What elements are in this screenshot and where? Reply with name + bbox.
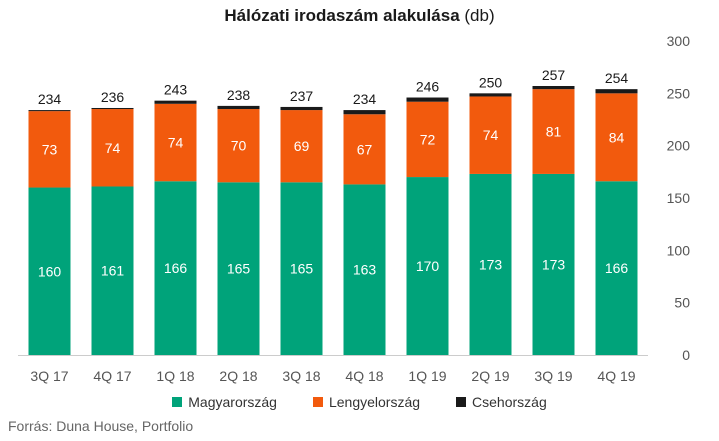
segment-value-label: 84 xyxy=(609,129,625,145)
bar-segment-cz xyxy=(343,110,386,115)
segment-value-label: 163 xyxy=(353,262,377,278)
segment-value-label: 69 xyxy=(294,138,310,154)
axis-layer: 3Q 17 4Q 17 1Q 18 2Q 18 3Q 18 4Q 18 1Q 19 2Q 19… xyxy=(18,33,690,384)
bar-segment-pl xyxy=(532,89,575,174)
total-value-label: 257 xyxy=(542,67,566,83)
x-tick-label: 3Q 19 xyxy=(534,368,572,384)
bar-segment-hu xyxy=(532,173,575,355)
y-tick-label: 50 xyxy=(674,295,690,311)
total-value-label: 234 xyxy=(353,91,377,107)
bar-segment-hu xyxy=(469,173,512,355)
x-tick-label: 4Q 17 xyxy=(93,368,131,384)
total-value-label: 234 xyxy=(38,91,62,107)
x-tick-label: 3Q 18 xyxy=(282,368,320,384)
segment-value-label: 160 xyxy=(38,263,62,279)
segment-value-label: 166 xyxy=(164,260,188,276)
bar-segment-pl xyxy=(91,109,134,187)
segment-value-label: 173 xyxy=(479,256,503,272)
y-tick-label: 0 xyxy=(682,347,690,363)
legend-label: Lengyelország xyxy=(328,394,421,410)
y-tick-label: 150 xyxy=(667,190,691,206)
segment-value-label: 74 xyxy=(105,140,121,156)
bar-segment-cz xyxy=(280,106,323,111)
data-labels-layer: 160 73 234 161 74 236 166 74 243 165 70 238 165 69 237… xyxy=(38,67,629,279)
bar-segment-cz xyxy=(406,97,449,102)
bar-segment-pl xyxy=(406,101,449,178)
bar-segment-hu xyxy=(343,184,386,355)
segment-value-label: 165 xyxy=(227,261,251,277)
bar-segment-cz xyxy=(532,86,575,90)
total-value-label: 237 xyxy=(290,88,314,104)
legend-label: Csehország xyxy=(472,394,547,410)
segment-value-label: 74 xyxy=(483,127,499,143)
segment-value-label: 73 xyxy=(42,141,58,157)
bar-segment-pl xyxy=(28,111,71,188)
bar-segment-hu xyxy=(28,187,71,355)
bar-segment-hu xyxy=(154,181,197,355)
legend-item: Csehország xyxy=(456,394,547,410)
bar-segment-pl xyxy=(154,103,197,182)
bar-segment-hu xyxy=(91,186,134,355)
bar-segment-pl xyxy=(343,114,386,185)
segment-value-label: 74 xyxy=(168,135,184,151)
x-tick-label: 4Q 19 xyxy=(597,368,635,384)
legend-label: Magyarország xyxy=(188,394,277,410)
bars-layer xyxy=(28,86,638,355)
chart-title-unit: (db) xyxy=(464,6,495,25)
bar-segment-pl xyxy=(595,93,638,182)
x-tick-label: 2Q 19 xyxy=(471,368,509,384)
x-tick-label: 1Q 19 xyxy=(408,368,446,384)
x-tick-label: 3Q 17 xyxy=(30,368,68,384)
y-tick-label: 250 xyxy=(667,85,691,101)
y-tick-label: 100 xyxy=(667,242,691,258)
x-tick-label: 2Q 18 xyxy=(219,368,257,384)
bar-segment-pl xyxy=(280,110,323,183)
bar-segment-pl xyxy=(469,96,512,174)
legend-item: Lengyelország xyxy=(312,394,421,410)
total-value-label: 236 xyxy=(101,89,125,105)
segment-value-label: 165 xyxy=(290,261,314,277)
legend-swatch xyxy=(172,397,183,407)
bar-segment-cz xyxy=(91,107,134,110)
bar-segment-cz xyxy=(28,110,71,112)
segment-value-label: 170 xyxy=(416,258,440,274)
bar-segment-hu xyxy=(217,182,260,355)
x-tick-label: 1Q 18 xyxy=(156,368,194,384)
y-tick-label: 300 xyxy=(667,33,691,49)
segment-value-label: 166 xyxy=(605,260,629,276)
total-value-label: 238 xyxy=(227,87,251,103)
source-note: Forrás: Duna House, Portfolio xyxy=(8,418,194,434)
segment-value-label: 173 xyxy=(542,256,566,272)
legend-item: Magyarország xyxy=(172,394,277,410)
bar-segment-hu xyxy=(406,177,449,355)
total-value-label: 254 xyxy=(605,70,629,86)
legend-swatch xyxy=(456,397,467,407)
bar-segment-cz xyxy=(469,93,512,97)
segment-value-label: 161 xyxy=(101,263,125,279)
bar-segment-cz xyxy=(154,100,197,104)
bar-segment-pl xyxy=(217,109,260,183)
legend-swatch xyxy=(312,397,323,407)
segment-value-label: 70 xyxy=(231,138,247,154)
bar-segment-cz xyxy=(595,89,638,94)
segment-value-label: 72 xyxy=(420,131,436,147)
chart-title-text: Hálózati irodaszám alakulása xyxy=(224,6,460,25)
bar-segment-cz xyxy=(217,105,260,110)
total-value-label: 243 xyxy=(164,82,188,98)
chart-title: Hálózati irodaszám alakulása (db) xyxy=(0,6,719,26)
x-tick-label: 4Q 18 xyxy=(345,368,383,384)
total-value-label: 250 xyxy=(479,74,503,90)
bar-segment-hu xyxy=(595,181,638,355)
total-value-label: 246 xyxy=(416,79,440,95)
legend: Magyarország Lengyelország Csehország xyxy=(0,394,719,410)
segment-value-label: 67 xyxy=(357,141,373,157)
segment-value-label: 81 xyxy=(546,124,562,140)
y-tick-label: 200 xyxy=(667,138,691,154)
bar-segment-hu xyxy=(280,182,323,355)
